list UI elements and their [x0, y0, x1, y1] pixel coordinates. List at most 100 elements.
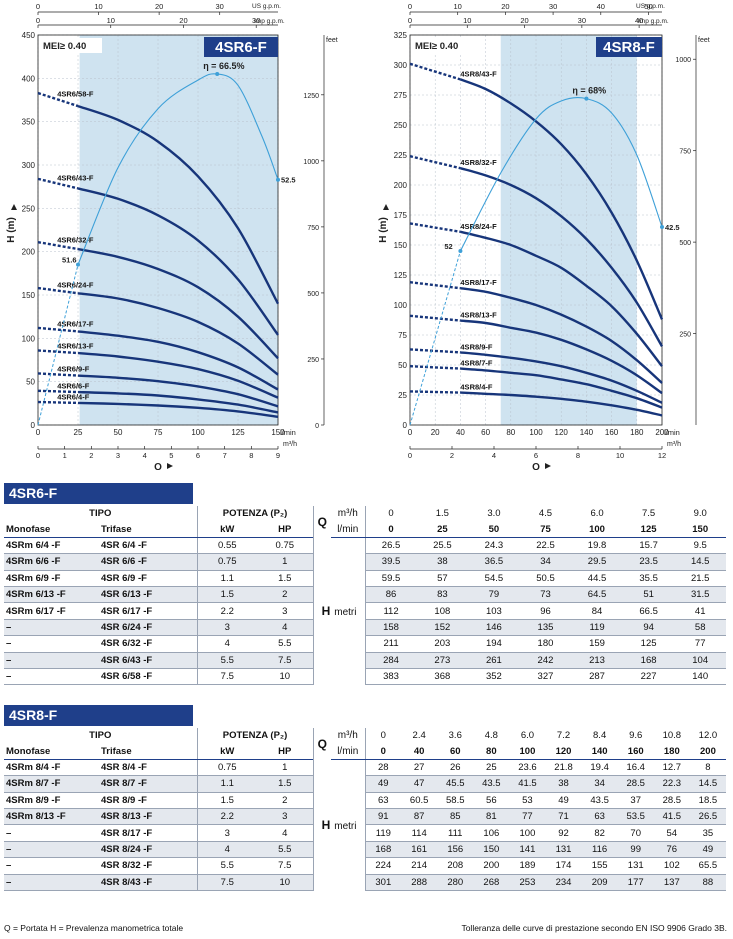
y-tick-label: 400	[22, 74, 36, 83]
impgpm-tick-label: 10	[107, 16, 115, 25]
pump-curve-label: 4SR6/43-F	[57, 173, 94, 182]
cell-head-value: 41.5	[509, 775, 546, 793]
cell-head-value: 26	[437, 759, 474, 777]
cell-head-value: 53.5	[617, 808, 654, 826]
header-q-lmin-cell: 180	[653, 743, 690, 760]
cell-head-value: 31.5	[674, 586, 726, 604]
table-row: 4SRm 8/13 -F 4SR 8/13 -F 2.2 3 91 87 85 81 77 71 6…	[4, 808, 726, 826]
header-q-m3h-cell: 3.6	[448, 730, 462, 742]
mei-box	[40, 38, 102, 53]
cell-kw: 4	[196, 635, 258, 653]
cell-trifase: 4SR 6/43 -F	[99, 652, 198, 669]
cell-kw: 0.55	[196, 537, 258, 555]
pump-curve	[460, 319, 663, 395]
cell-head-value: 64.5	[571, 586, 623, 604]
x-tick-label: 0	[408, 428, 413, 437]
cell-head-value: 141	[509, 841, 546, 859]
feet-tick-label: 1000	[303, 159, 319, 166]
cell-trifase: 4SR 6/58 -F	[99, 668, 198, 686]
cell-head-value: 44.5	[571, 570, 623, 587]
y-tick-label: 150	[394, 241, 408, 250]
impgpm-tick-label: 40	[635, 16, 643, 25]
feet-tick-label: 250	[307, 357, 319, 364]
cell-head-value: 26.5	[364, 537, 417, 555]
cell-kw: 4	[196, 841, 258, 859]
cell-trifase: 4SR 6/24 -F	[99, 619, 198, 637]
y-axis-arrow	[383, 204, 389, 210]
cell-head-value: 114	[401, 824, 438, 842]
cell-head-value: 49	[364, 775, 402, 793]
cell-monofase: 4SRm 6/17 -F	[4, 602, 99, 620]
m3h-tick-label: 8	[576, 451, 580, 460]
cell-head-value: 301	[364, 874, 402, 891]
cell-kw: 2.2	[196, 808, 258, 826]
cell-head-value: 27	[401, 759, 438, 777]
model-title: 4SR6-F	[215, 39, 267, 56]
cell-head-value: 85	[437, 808, 474, 826]
cell-head-value: 253	[509, 874, 546, 891]
cell-head-value: 102	[653, 857, 690, 875]
cell-head-value: 125	[622, 635, 675, 653]
cell-hp: 0.75	[257, 537, 314, 555]
pump-curve-dashed	[37, 400, 79, 405]
pump-curve	[460, 391, 663, 417]
cell-head-value: 280	[437, 874, 474, 891]
y-tick-label: 250	[394, 121, 408, 130]
y-tick-label: 150	[22, 291, 36, 300]
header-q: Q	[312, 728, 332, 760]
cell-head-value: 50.5	[519, 570, 572, 587]
pump-curve-dashed	[409, 281, 461, 290]
cell-head-value: 45.5	[437, 775, 474, 793]
x-tick-label: 20	[431, 428, 440, 437]
cell-head-value: 177	[617, 874, 654, 891]
feet-unit-label: feet	[326, 37, 338, 44]
impgpm-unit-label: Imp g.p.m.	[638, 18, 669, 25]
header-q-lmin-cell: 100	[571, 521, 623, 538]
table-row: 4SRm 6/6 -F 4SR 6/6 -F 0.75 1 39.5 38 36.5 34 29…	[4, 553, 726, 571]
x-tick-label: 25	[74, 428, 83, 437]
cell-trifase: 4SR 6/9 -F	[99, 570, 198, 587]
header-q-lmin-cell: 100	[509, 743, 546, 760]
cell-hp: 2	[257, 586, 314, 604]
table-row: –4SR 8/17 -F 3 4 119 114 111 106 100 92 82 70 54 35	[4, 824, 726, 842]
x-tick-label: 50	[114, 428, 123, 437]
header-q-lmin-cell: 160	[617, 743, 654, 760]
m3h-tick-label: 9	[276, 451, 280, 460]
cell-head-value: 106	[473, 824, 510, 842]
efficiency-peak-point	[584, 96, 589, 101]
cell-head-value: 288	[401, 874, 438, 891]
header-q-lmin-cell: 0	[364, 743, 402, 760]
cell-head-value: 28.5	[653, 792, 690, 809]
cell-head-value: 49	[689, 841, 726, 859]
cell-hp: 2	[257, 792, 314, 809]
feet-tick-label: 250	[679, 332, 691, 339]
y-tick-label: 50	[398, 361, 407, 370]
cell-head-value: 213	[571, 652, 623, 669]
m3h-tick-label: 1	[63, 451, 67, 460]
pump-curve	[460, 367, 663, 409]
cell-hp: 1.5	[257, 775, 314, 793]
cell-head-value: 92	[545, 824, 582, 842]
pump-curve	[460, 230, 663, 367]
cell-head-value: 41	[674, 602, 726, 620]
cell-hp: 10	[257, 668, 314, 686]
usgpm-tick-label: 30	[549, 2, 557, 11]
pump-curve-label: 4SR6/13-F	[57, 342, 94, 351]
cell-kw: 1.1	[196, 775, 258, 793]
x-tick-label: 180	[630, 428, 644, 437]
efficiency-peak-point	[215, 72, 220, 76]
cell-monofase: 4SRm 8/7 -F	[4, 775, 99, 793]
cell-head-value: 36.5	[468, 553, 520, 571]
y-tick-label: 275	[394, 91, 408, 100]
y-tick-label: 450	[22, 31, 36, 40]
cell-head-value: 73	[519, 586, 572, 604]
cell-monofase: –	[4, 874, 99, 891]
y-tick-label: 300	[394, 61, 408, 70]
table-header-row: Monofase Trifase kW HP l/min 0 40 60 80 100 120 140…	[4, 743, 726, 760]
cell-head-value: 19.4	[581, 759, 618, 777]
cell-head-value: 150	[473, 841, 510, 859]
table-title-4sr8: 4SR8-F	[4, 705, 193, 726]
